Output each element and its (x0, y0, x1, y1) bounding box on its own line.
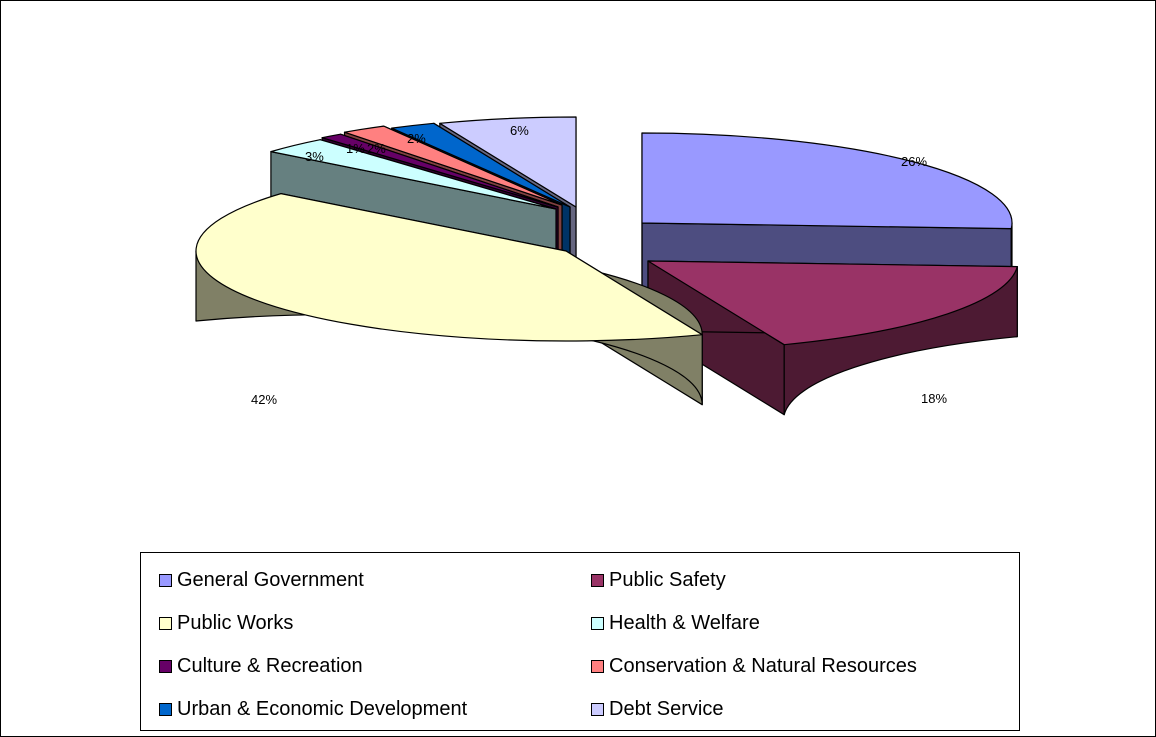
slice-top (343, 125, 563, 206)
legend-item: General Government (159, 569, 364, 591)
slice-top (321, 133, 559, 208)
legend-swatch (159, 616, 172, 630)
pie-slice (647, 260, 1018, 416)
data-label: 2% (367, 141, 386, 156)
legend-label: Debt Service (609, 698, 724, 720)
pie-slice (195, 193, 703, 406)
legend-label: General Government (177, 569, 364, 591)
legend-item: Conservation & Natural Resources (591, 655, 917, 677)
slice-top (641, 132, 1013, 230)
slice-top (439, 116, 577, 208)
legend: General Government Public Safety Public Wo… (140, 552, 1020, 731)
data-label: 2% (407, 131, 426, 146)
legend-item: Public Safety (591, 569, 726, 591)
legend-label: Urban & Economic Development (177, 698, 468, 720)
legend-label: Culture & Recreation (177, 655, 363, 677)
slice-top (270, 139, 557, 210)
legend-swatch (591, 702, 604, 716)
data-label: 26% (901, 154, 927, 169)
legend-item: Health & Welfare (591, 612, 760, 634)
legend-swatch (159, 659, 172, 673)
legend-swatch (159, 573, 172, 587)
legend-item: Public Works (159, 612, 293, 634)
data-label: 42% (251, 392, 277, 407)
data-label: 1% (346, 141, 365, 156)
legend-label: Conservation & Natural Resources (609, 655, 917, 677)
legend-swatch (591, 659, 604, 673)
slice-top (647, 260, 1018, 346)
legend-label: Public Works (177, 612, 294, 634)
legend-label: Health & Welfare (609, 612, 760, 634)
data-label: 6% (510, 123, 529, 138)
legend-item: Urban & Economic Development (159, 698, 467, 720)
legend-swatch (591, 616, 604, 630)
legend-swatch (159, 702, 172, 716)
legend-label: Public Safety (609, 569, 726, 591)
legend-item: Culture & Recreation (159, 655, 363, 677)
data-label: 18% (921, 391, 947, 406)
legend-swatch (591, 573, 604, 587)
data-label: 3% (305, 149, 324, 164)
slice-top (195, 193, 703, 342)
slice-top (391, 122, 571, 208)
legend-item: Debt Service (591, 698, 724, 720)
